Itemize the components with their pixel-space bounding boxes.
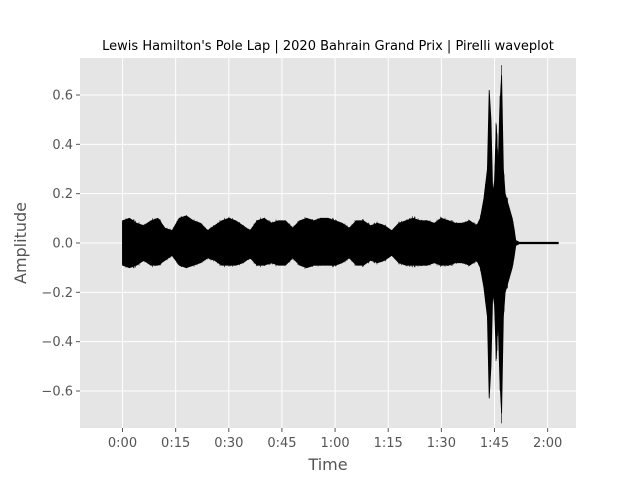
y-tick-label: −0.2 bbox=[41, 286, 73, 301]
x-tick-label: 2:00 bbox=[533, 436, 562, 451]
y-axis-label: Amplitude bbox=[11, 202, 30, 284]
x-tick-label: 0:30 bbox=[214, 436, 243, 451]
grid-lines bbox=[80, 58, 576, 428]
x-tick-label: 0:15 bbox=[161, 436, 190, 451]
x-axis-label: Time bbox=[307, 455, 347, 474]
y-tick-label: −0.6 bbox=[41, 385, 73, 400]
x-tick-label: 1:45 bbox=[480, 436, 509, 451]
waveform-samples bbox=[122, 65, 559, 424]
y-tick-label: 0.2 bbox=[52, 187, 73, 202]
y-axis: 0.6 0.4 0.2 0.0 −0.2 −0.4 −0.6 bbox=[41, 89, 80, 400]
waveform bbox=[122, 65, 559, 424]
y-tick-label: 0.4 bbox=[52, 138, 73, 153]
y-tick-label: −0.4 bbox=[41, 335, 73, 350]
y-tick-label: 0.0 bbox=[52, 237, 73, 252]
x-axis: 0:00 0:15 0:30 0:45 1:00 1:15 1:30 1:45 2:00 bbox=[108, 428, 562, 451]
chart-title: Lewis Hamilton's Pole Lap | 2020 Bahrain… bbox=[102, 39, 554, 54]
x-tick-label: 1:15 bbox=[374, 436, 403, 451]
x-tick-label: 1:00 bbox=[320, 436, 349, 451]
x-tick-label: 1:30 bbox=[427, 436, 456, 451]
x-tick-label: 0:45 bbox=[267, 436, 296, 451]
y-tick-label: 0.6 bbox=[52, 89, 73, 104]
x-tick-label: 0:00 bbox=[108, 436, 137, 451]
